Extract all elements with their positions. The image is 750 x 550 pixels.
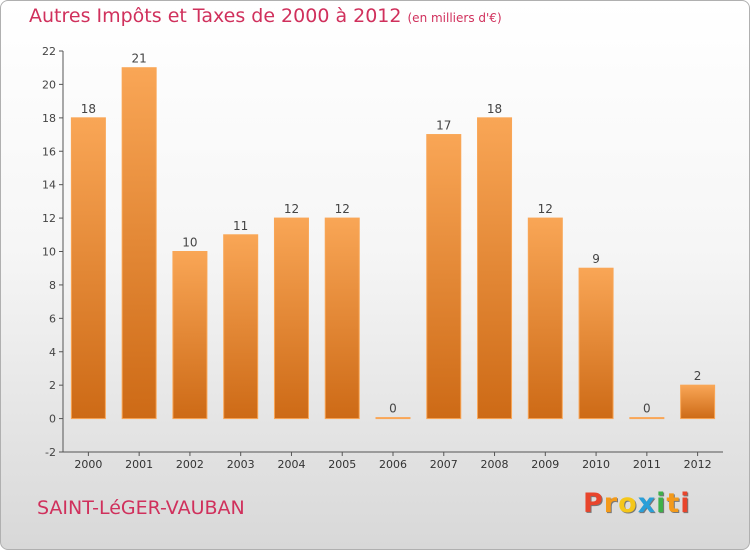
x-tick-label: 2008 (481, 458, 509, 471)
data-labels: 18 21 10 11 12 12 0 17 18 12 9 0 2 (81, 52, 702, 416)
logo-letter: t (666, 488, 681, 519)
data-label-2003: 11 (233, 219, 248, 233)
y-tick-label: 14 (42, 179, 56, 192)
x-tick-label: 2000 (74, 458, 102, 471)
bar-2001 (121, 67, 157, 420)
bars (70, 67, 716, 420)
proxiti-logo[interactable]: Proxiti (583, 488, 691, 519)
x-tick-label: 2004 (277, 458, 305, 471)
bar-2011 (629, 417, 665, 420)
data-label-2010: 9 (592, 252, 600, 266)
bar-2009 (527, 217, 563, 420)
bar-2003 (223, 234, 259, 420)
x-tick-label: 2003 (227, 458, 255, 471)
bar-2007 (426, 134, 462, 420)
bar-2012 (680, 384, 716, 420)
data-label-2012: 2 (694, 369, 702, 383)
x-tick-label: 2006 (379, 458, 407, 471)
title-text: Autres Impôts et Taxes de 2000 à 2012 (29, 5, 402, 27)
bar-2010 (578, 267, 614, 420)
x-tick-label: 2012 (684, 458, 712, 471)
x-tick-label: 2002 (176, 458, 204, 471)
y-tick-label: 18 (42, 112, 56, 125)
data-label-2000: 18 (81, 102, 96, 116)
y-tick-label: 6 (49, 312, 56, 325)
data-label-2006: 0 (389, 402, 397, 416)
y-tick-label: 16 (42, 145, 56, 158)
bar-2000 (70, 117, 106, 420)
logo-letter: o (618, 488, 638, 519)
chart-title: Autres Impôts et Taxes de 2000 à 2012 (en… (29, 5, 502, 27)
y-tick-label: 10 (42, 246, 56, 259)
data-label-2007: 17 (436, 119, 451, 133)
bar-2005 (324, 217, 360, 420)
y-tick-label: 0 (49, 413, 56, 426)
data-label-2005: 12 (335, 202, 350, 216)
data-label-2011: 0 (643, 402, 651, 416)
bar-2008 (477, 117, 513, 420)
logo-letter: r (603, 488, 619, 519)
x-tick-label: 2011 (633, 458, 661, 471)
data-label-2002: 10 (182, 236, 197, 250)
data-label-2004: 12 (284, 202, 299, 216)
y-tick-label: 20 (42, 78, 56, 91)
y-tick-label: 12 (42, 212, 56, 225)
y-tick-label: 8 (49, 279, 56, 292)
bar-2004 (273, 217, 309, 420)
logo-letter: i (680, 488, 691, 519)
bar-2006 (375, 417, 411, 420)
bar-2002 (172, 251, 208, 420)
data-label-2001: 21 (132, 52, 147, 66)
logo-letter: P (583, 488, 604, 519)
data-label-2009: 12 (538, 202, 553, 216)
x-tick-label: 2007 (430, 458, 458, 471)
x-tick-label: 2001 (125, 458, 153, 471)
logo-letter: x (637, 488, 657, 519)
x-tick-label: 2005 (328, 458, 356, 471)
logo-letter: i (656, 488, 667, 519)
y-tick-label: 22 (42, 45, 56, 58)
x-tick-label: 2009 (531, 458, 559, 471)
unit-label: (en milliers d'€) (407, 11, 502, 25)
x-tick-label: 2010 (582, 458, 610, 471)
commune-name: SAINT-LéGER-VAUBAN (37, 497, 245, 519)
y-tick-label: 4 (49, 346, 56, 359)
y-tick-label: 2 (49, 379, 56, 392)
data-label-2008: 18 (487, 102, 502, 116)
y-tick-label: -2 (45, 446, 56, 459)
